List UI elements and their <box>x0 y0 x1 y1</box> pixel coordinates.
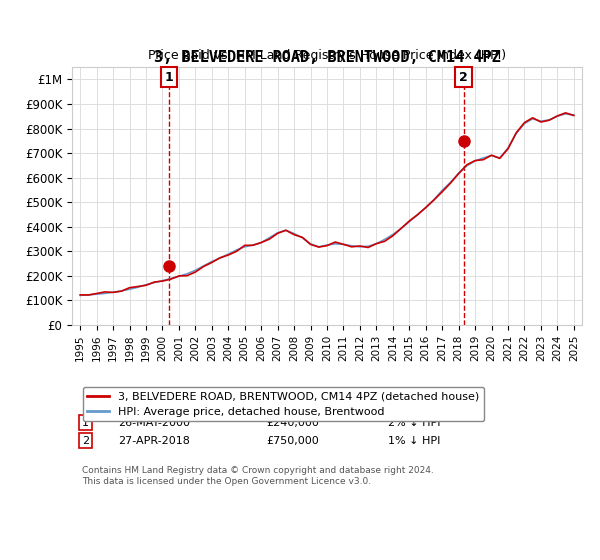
Legend: 3, BELVEDERE ROAD, BRENTWOOD, CM14 4PZ (detached house), HPI: Average price, det: 3, BELVEDERE ROAD, BRENTWOOD, CM14 4PZ (… <box>83 387 484 422</box>
Text: 1: 1 <box>164 71 173 83</box>
Text: Contains HM Land Registry data © Crown copyright and database right 2024.
This d: Contains HM Land Registry data © Crown c… <box>82 466 434 486</box>
Text: £750,000: £750,000 <box>266 436 319 446</box>
Text: Price paid vs. HM Land Registry's House Price Index (HPI): Price paid vs. HM Land Registry's House … <box>148 49 506 62</box>
Text: 1% ↓ HPI: 1% ↓ HPI <box>388 436 440 446</box>
Text: 2% ↓ HPI: 2% ↓ HPI <box>388 418 440 428</box>
Text: 26-MAY-2000: 26-MAY-2000 <box>118 418 190 428</box>
Title: 3, BELVEDERE ROAD, BRENTWOOD, CM14 4PZ: 3, BELVEDERE ROAD, BRENTWOOD, CM14 4PZ <box>154 50 500 64</box>
Text: 27-APR-2018: 27-APR-2018 <box>118 436 190 446</box>
Text: 2: 2 <box>82 436 89 446</box>
Text: 2: 2 <box>459 71 468 83</box>
Text: 1: 1 <box>82 418 89 428</box>
Text: £240,000: £240,000 <box>266 418 319 428</box>
